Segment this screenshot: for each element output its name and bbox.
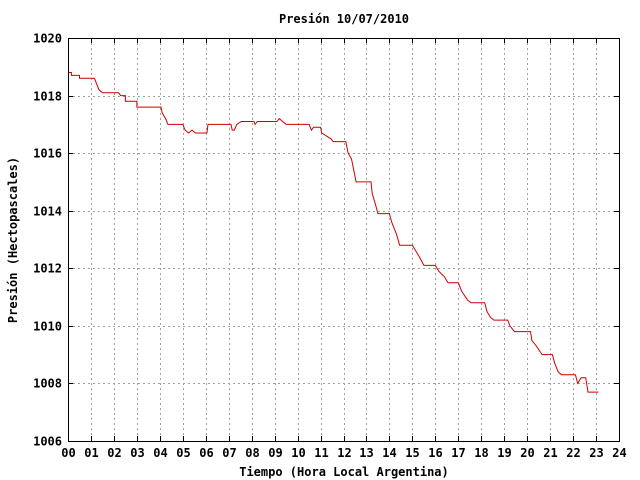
x-tick-label: 23	[589, 446, 603, 460]
x-tick-label: 09	[268, 446, 282, 460]
x-tick-label: 15	[405, 446, 419, 460]
x-tick-label: 24	[612, 446, 626, 460]
y-tick-label: 1008	[33, 377, 62, 391]
x-tick-label: 02	[107, 446, 121, 460]
x-tick-label: 20	[520, 446, 534, 460]
grid-lines	[68, 38, 619, 441]
pressure-series	[68, 72, 599, 393]
x-axis-label: Tiempo (Hora Local Argentina)	[239, 465, 449, 479]
x-tick-label: 19	[497, 446, 511, 460]
y-tick-label: 1014	[33, 205, 62, 219]
x-tick-label: 04	[153, 446, 167, 460]
y-tick-label: 1010	[33, 320, 62, 334]
x-tick-label: 12	[337, 446, 351, 460]
x-tick-label: 11	[314, 446, 328, 460]
x-tick-label: 07	[222, 446, 236, 460]
x-tick-label: 10	[291, 446, 305, 460]
x-tick-label: 08	[245, 446, 259, 460]
x-tick-label: 16	[428, 446, 442, 460]
x-tick-label: 17	[451, 446, 465, 460]
x-tick-label: 00	[61, 446, 75, 460]
x-tick-label: 21	[543, 446, 557, 460]
x-tick-label: 13	[359, 446, 373, 460]
x-tick-label: 18	[474, 446, 488, 460]
y-tick-label: 1020	[33, 32, 62, 46]
x-tick-label: 05	[176, 446, 190, 460]
y-tick-label: 1016	[33, 147, 62, 161]
x-tick-label: 14	[382, 446, 396, 460]
y-tick-label: 1012	[33, 262, 62, 276]
chart-title: Presión 10/07/2010	[279, 12, 409, 26]
plot-frame	[68, 38, 620, 442]
x-tick-label: 01	[84, 446, 98, 460]
pressure-line	[68, 72, 599, 393]
y-tick-label: 1018	[33, 90, 62, 104]
y-axis-label: Presión (Hectopascales)	[6, 157, 20, 323]
x-tick-label: 06	[199, 446, 213, 460]
x-tick-label: 22	[566, 446, 580, 460]
y-tick-label: 1006	[33, 435, 62, 449]
x-tick-label: 03	[130, 446, 144, 460]
